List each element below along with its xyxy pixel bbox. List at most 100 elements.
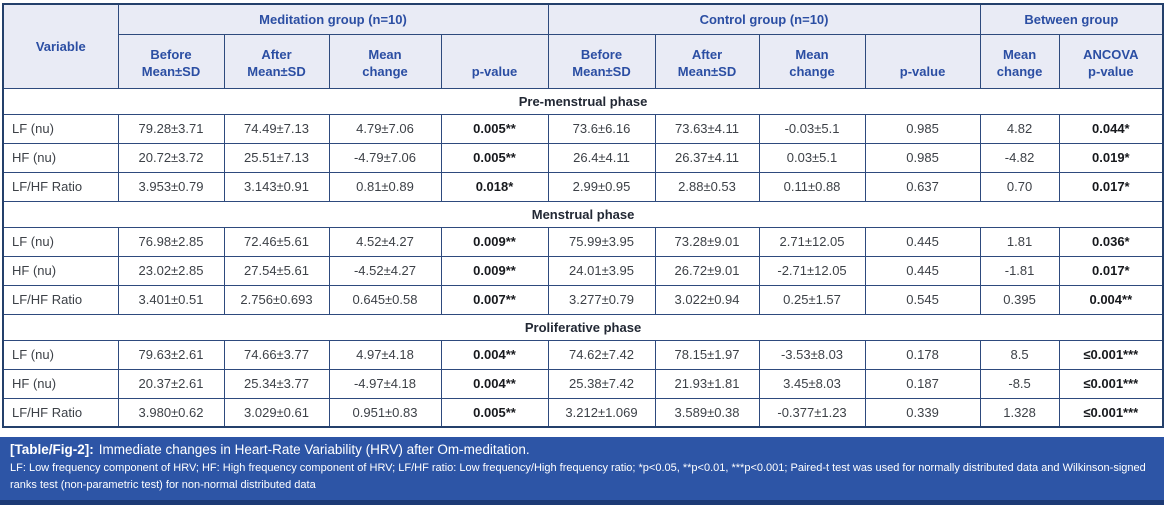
table-row: HF (nu) 20.72±3.72 25.51±7.13 -4.79±7.06 0.0… — [2, 142, 1164, 173]
value-cell: 20.72±3.72 — [117, 142, 225, 173]
row-variable: HF (nu) — [2, 368, 119, 399]
column-header-med-pvalue: p-value — [440, 33, 549, 89]
value-cell: 79.63±2.61 — [117, 339, 225, 370]
p-value-cell: 0.007** — [440, 284, 549, 315]
column-header-med-change: Mean change — [328, 33, 442, 89]
value-cell: 0.11±0.88 — [758, 171, 866, 202]
value-cell: 2.71±12.05 — [758, 226, 866, 257]
group-header-between: Between group — [979, 3, 1164, 35]
value-cell: 26.4±4.11 — [547, 142, 656, 173]
group-header-row: Variable Meditation group (n=10) Control… — [2, 3, 1164, 89]
table-row: LF/HF Ratio 3.980±0.62 3.029±0.61 0.951±0.8… — [2, 397, 1164, 428]
value-cell: 26.72±9.01 — [654, 255, 760, 286]
table-header: Variable Meditation group (n=10) Control… — [2, 3, 1164, 89]
value-cell: 2.99±0.95 — [547, 171, 656, 202]
p-value-cell: 0.017* — [1058, 171, 1164, 202]
column-header-ctl-change: Mean change — [758, 33, 866, 89]
value-cell: 3.45±8.03 — [758, 368, 866, 399]
column-header-med-before: Before Mean±SD — [117, 33, 225, 89]
column-header-ctl-before: Before Mean±SD — [547, 33, 656, 89]
value-cell: 3.212±1.069 — [547, 397, 656, 428]
column-header-btw-ancova: ANCOVA p-value — [1058, 33, 1164, 89]
value-cell: 3.401±0.51 — [117, 284, 225, 315]
value-cell: 74.66±3.77 — [223, 339, 330, 370]
column-header-row: Before Mean±SD After Mean±SD Mean change… — [3, 33, 1164, 89]
value-cell: 25.34±3.77 — [223, 368, 330, 399]
p-value-cell: 0.004** — [440, 368, 549, 399]
value-cell: 73.6±6.16 — [547, 113, 656, 144]
row-variable: LF/HF Ratio — [2, 171, 119, 202]
value-cell: 0.985 — [864, 113, 981, 144]
p-value-cell: 0.044* — [1058, 113, 1164, 144]
footer-bottom-strip — [0, 500, 1164, 505]
table-row: LF/HF Ratio 3.953±0.79 3.143±0.91 0.81±0.89… — [2, 171, 1164, 202]
value-cell: -4.79±7.06 — [328, 142, 442, 173]
value-cell: 73.28±9.01 — [654, 226, 760, 257]
caption-label: [Table/Fig-2]: — [10, 442, 94, 457]
value-cell: 26.37±4.11 — [654, 142, 760, 173]
value-cell: -4.52±4.27 — [328, 255, 442, 286]
p-value-cell: 0.017* — [1058, 255, 1164, 286]
group-header-control: Control group (n=10) — [547, 3, 981, 35]
value-cell: 3.980±0.62 — [117, 397, 225, 428]
table-row: LF (nu) 76.98±2.85 72.46±5.61 4.52±4.27 0.00… — [2, 226, 1164, 257]
value-cell: 0.985 — [864, 142, 981, 173]
value-cell: 25.38±7.42 — [547, 368, 656, 399]
table-row: HF (nu) 23.02±2.85 27.54±5.61 -4.52±4.27 0.0… — [2, 255, 1164, 286]
column-header-ctl-pvalue: p-value — [864, 33, 981, 89]
table-caption-footer: [Table/Fig-2]: Immediate changes in Heart… — [0, 437, 1164, 505]
row-variable: LF (nu) — [2, 339, 119, 370]
value-cell: 0.81±0.89 — [328, 171, 442, 202]
phase-header-row: Pre-menstrual phase — [2, 87, 1164, 115]
value-cell: 2.756±0.693 — [223, 284, 330, 315]
value-cell: 74.62±7.42 — [547, 339, 656, 370]
value-cell: 75.99±3.95 — [547, 226, 656, 257]
value-cell: 0.395 — [979, 284, 1060, 315]
p-value-cell: 0.009** — [440, 255, 549, 286]
value-cell: 3.022±0.94 — [654, 284, 760, 315]
table-row: LF/HF Ratio 3.401±0.51 2.756±0.693 0.645±0.… — [2, 284, 1164, 315]
table-row: LF (nu) 79.28±3.71 74.49±7.13 4.79±7.06 0.00… — [2, 113, 1164, 144]
value-cell: 0.25±1.57 — [758, 284, 866, 315]
p-value-cell: 0.004** — [1058, 284, 1164, 315]
column-header-med-after: After Mean±SD — [223, 33, 330, 89]
p-value-cell: ≤0.001*** — [1058, 339, 1164, 370]
value-cell: -3.53±8.03 — [758, 339, 866, 370]
value-cell: 23.02±2.85 — [117, 255, 225, 286]
row-variable: LF (nu) — [2, 113, 119, 144]
value-cell: 25.51±7.13 — [223, 142, 330, 173]
value-cell: 0.339 — [864, 397, 981, 428]
p-value-cell: ≤0.001*** — [1058, 397, 1164, 428]
hrv-results-table: Variable Meditation group (n=10) Control… — [2, 3, 1164, 428]
value-cell: 76.98±2.85 — [117, 226, 225, 257]
value-cell: 78.15±1.97 — [654, 339, 760, 370]
p-value-cell: 0.019* — [1058, 142, 1164, 173]
value-cell: -8.5 — [979, 368, 1060, 399]
value-cell: 3.953±0.79 — [117, 171, 225, 202]
row-variable: HF (nu) — [2, 142, 119, 173]
column-header-variable: Variable — [2, 3, 119, 89]
phase-header: Proliferative phase — [2, 313, 1164, 341]
table-row: LF (nu) 79.63±2.61 74.66±3.77 4.97±4.18 0.00… — [2, 339, 1164, 370]
row-variable: LF/HF Ratio — [2, 284, 119, 315]
value-cell: 1.328 — [979, 397, 1060, 428]
column-header-btw-change: Mean change — [979, 33, 1060, 89]
table-row: HF (nu) 20.37±2.61 25.34±3.77 -4.97±4.18 0.0… — [2, 368, 1164, 399]
value-cell: 1.81 — [979, 226, 1060, 257]
value-cell: 0.637 — [864, 171, 981, 202]
value-cell: 0.187 — [864, 368, 981, 399]
value-cell: -0.03±5.1 — [758, 113, 866, 144]
value-cell: 72.46±5.61 — [223, 226, 330, 257]
value-cell: 0.445 — [864, 255, 981, 286]
value-cell: -1.81 — [979, 255, 1060, 286]
table-body: Pre-menstrual phase LF (nu) 79.28±3.71 74.4… — [2, 87, 1164, 428]
value-cell: 4.82 — [979, 113, 1060, 144]
value-cell: 4.79±7.06 — [328, 113, 442, 144]
value-cell: 21.93±1.81 — [654, 368, 760, 399]
p-value-cell: 0.005** — [440, 113, 549, 144]
value-cell: 79.28±3.71 — [117, 113, 225, 144]
value-cell: 4.52±4.27 — [328, 226, 442, 257]
row-variable: LF/HF Ratio — [2, 397, 119, 428]
phase-header: Pre-menstrual phase — [2, 87, 1164, 115]
